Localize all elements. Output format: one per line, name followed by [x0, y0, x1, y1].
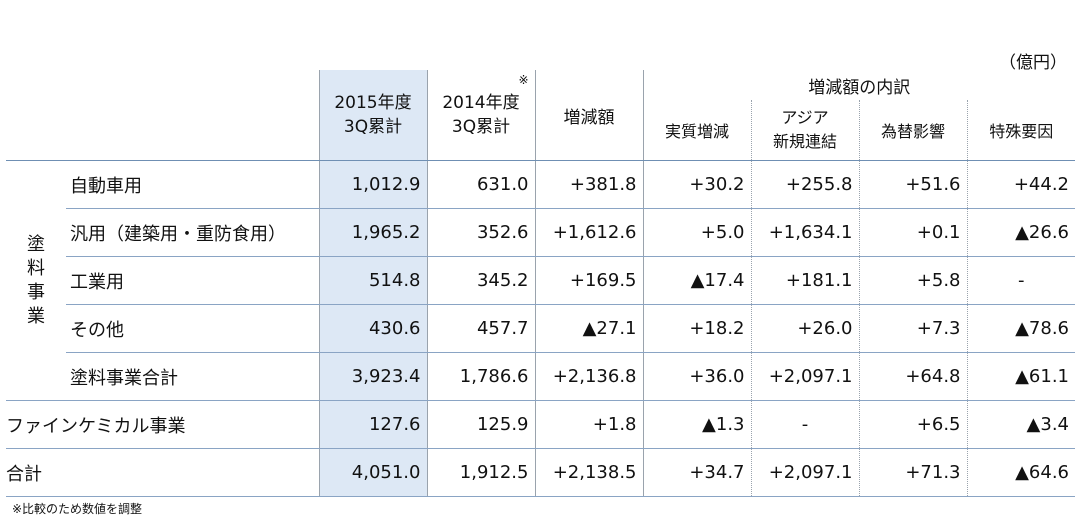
cell-asia: +2,097.1 — [750, 448, 859, 497]
table-row: 合計 4,051.0 1,912.5 +2,138.5 +34.7 +2,097… — [6, 448, 1075, 497]
cell-fy2014: 352.6 — [426, 208, 535, 257]
cell-special: ▲64.6 — [966, 448, 1075, 497]
cell-fy2015: 430.6 — [318, 304, 427, 353]
cell-change: +2,138.5 — [534, 448, 643, 497]
table-row: 塗料事業 自動車用 1,012.9 631.0 +381.8 +30.2 +25… — [6, 160, 1075, 401]
results-table: 2015年度 3Q累計 ※ 2014年度 3Q累計 増減額 増減額の内訳 実質増減 … — [6, 70, 1075, 497]
cell-real: ▲17.4 — [642, 256, 751, 305]
cell-real: +5.0 — [642, 208, 751, 257]
cell-asia: - — [750, 400, 859, 449]
header-asia: アジア 新規連結 — [750, 100, 859, 161]
cell-fy2014: 1,786.6 — [426, 352, 535, 401]
cell-fy2014: 631.0 — [426, 160, 535, 209]
cell-fy2014: 125.9 — [426, 400, 535, 449]
cell-asia: +2,097.1 — [750, 352, 859, 401]
header-breakdown: 増減額の内訳 — [642, 70, 1075, 100]
cell-real: ▲1.3 — [642, 400, 751, 449]
cell-fx: +0.1 — [858, 208, 967, 257]
table-row: その他 430.6 457.7 ▲27.1 +18.2 +26.0 +7.3 ▲… — [6, 304, 1075, 353]
header-special: 特殊要因 — [966, 100, 1075, 161]
table-row: 工業用 514.8 345.2 +169.5 ▲17.4 +181.1 +5.8… — [6, 256, 1075, 305]
cell-fx: +71.3 — [858, 448, 967, 497]
cell-change: +381.8 — [534, 160, 643, 209]
cell-fy2015: 1,965.2 — [318, 208, 427, 257]
row-label: 塗料事業合計 — [66, 352, 319, 401]
cell-special: ▲78.6 — [966, 304, 1075, 353]
cell-special: +44.2 — [966, 160, 1075, 209]
cell-change: +1.8 — [534, 400, 643, 449]
row-label: 合計 — [6, 448, 319, 497]
header-blank — [6, 70, 319, 100]
table-row: 塗料事業合計 3,923.4 1,786.6 +2,136.8 +36.0 +2… — [6, 352, 1075, 401]
table-row: 汎用（建築用・重防食用） 1,965.2 352.6 +1,612.6 +5.0… — [6, 208, 1075, 257]
row-label: 自動車用 — [66, 160, 319, 209]
unit-label: （億円） — [999, 53, 1067, 73]
cell-special: ▲26.6 — [966, 208, 1075, 257]
cell-special: ▲61.1 — [966, 352, 1075, 401]
header-fy2014: ※ 2014年度 3Q累計 — [426, 70, 535, 161]
cell-fy2015: 1,012.9 — [318, 160, 427, 209]
cell-fy2014: 1,912.5 — [426, 448, 535, 497]
header-fy2015: 2015年度 3Q累計 — [318, 70, 427, 161]
cell-special: - — [966, 256, 1075, 305]
cell-fy2014: 457.7 — [426, 304, 535, 353]
row-label: 工業用 — [66, 256, 319, 305]
cell-fy2015: 4,051.0 — [318, 448, 427, 497]
header-blank-2 — [6, 100, 319, 161]
footnote: ※比較のため数値を調整 — [12, 502, 143, 516]
cell-fx: +51.6 — [858, 160, 967, 209]
cell-change: ▲27.1 — [534, 304, 643, 353]
header-real-change: 実質増減 — [642, 100, 751, 161]
row-label: その他 — [66, 304, 319, 353]
cell-fy2015: 127.6 — [318, 400, 427, 449]
cell-asia: +181.1 — [750, 256, 859, 305]
cell-special: ▲3.4 — [966, 400, 1075, 449]
cell-real: +30.2 — [642, 160, 751, 209]
cell-real: +34.7 — [642, 448, 751, 497]
cell-fx: +7.3 — [858, 304, 967, 353]
cell-fx: +64.8 — [858, 352, 967, 401]
row-label: 汎用（建築用・重防食用） — [66, 208, 319, 257]
row-label: ファインケミカル事業 — [6, 400, 319, 449]
header-change: 増減額 — [534, 70, 643, 161]
cell-fy2014: 345.2 — [426, 256, 535, 305]
note-marker: ※ — [518, 73, 529, 87]
cell-real: +36.0 — [642, 352, 751, 401]
cell-change: +1,612.6 — [534, 208, 643, 257]
cell-change: +2,136.8 — [534, 352, 643, 401]
table-row: ファインケミカル事業 127.6 125.9 +1.8 ▲1.3 - +6.5 … — [6, 400, 1075, 449]
cell-asia: +26.0 — [750, 304, 859, 353]
cell-fx: +6.5 — [858, 400, 967, 449]
cell-asia: +1,634.1 — [750, 208, 859, 257]
group-label-paint: 塗料事業 — [6, 160, 66, 401]
cell-real: +18.2 — [642, 304, 751, 353]
cell-change: +169.5 — [534, 256, 643, 305]
header-fx: 為替影響 — [858, 100, 967, 161]
cell-fy2015: 514.8 — [318, 256, 427, 305]
cell-fx: +5.8 — [858, 256, 967, 305]
cell-asia: +255.8 — [750, 160, 859, 209]
cell-fy2015: 3,923.4 — [318, 352, 427, 401]
